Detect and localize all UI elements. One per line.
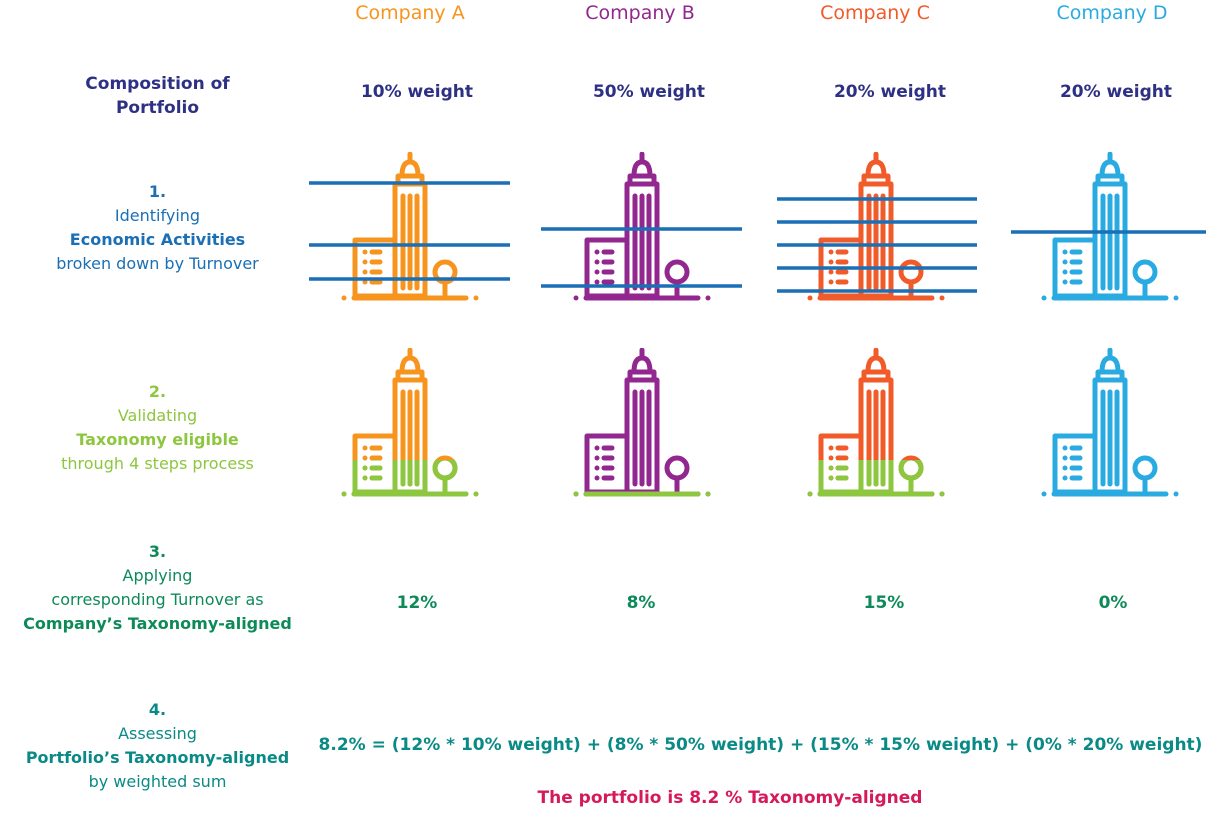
step4-line1: Assessing (118, 724, 197, 743)
step4-label: 4. Assessing Portfolio’s Taxonomy-aligne… (0, 698, 315, 794)
company-c-weight: 20% weight (833, 82, 947, 102)
step3-line1: Applying (122, 566, 193, 585)
composition-line1: Composition of (85, 74, 230, 94)
company-d-aligned: 0% (1098, 593, 1128, 613)
composition-line2: Portfolio (115, 98, 200, 118)
step1-line1: Identifying (114, 206, 201, 225)
company-d-header: Company D (1056, 2, 1168, 24)
step3-line2: corresponding Turnover as (51, 590, 264, 609)
step1-number: 1. (148, 182, 167, 201)
step1-line3: broken down by Turnover (56, 254, 259, 273)
company-d-weight: 20% weight (1059, 82, 1173, 102)
step1-label: 1. Identifying Economic Activities broke… (0, 180, 315, 276)
company-c-header: Company C (820, 2, 930, 24)
step4-number: 4. (148, 700, 167, 719)
step2-line2: Taxonomy eligible (76, 430, 239, 449)
step2-company-d-building-icon (1040, 348, 1180, 500)
company-b-header: Company B (585, 2, 695, 24)
step4-line2: Portfolio’s Taxonomy-aligned (25, 748, 290, 767)
company-c-aligned: 15% (863, 593, 905, 613)
company-a-aligned: 12% (396, 593, 438, 613)
step2-company-c-building-icon (806, 348, 946, 500)
step4-line3: by weighted sum (88, 772, 227, 791)
step3-number: 3. (148, 542, 167, 561)
weighted-sum-formula: 8.2% = (12% * 10% weight) + (8% * 50% we… (318, 735, 1203, 755)
step1-line2: Economic Activities (69, 230, 246, 249)
company-b-weight: 50% weight (592, 82, 706, 102)
step2-number: 2. (148, 382, 167, 401)
step2-line1: Validating (117, 406, 198, 425)
step2-company-a-building-icon (340, 348, 480, 500)
portfolio-conclusion: The portfolio is 8.2 % Taxonomy-aligned (537, 788, 923, 808)
company-a-weight: 10% weight (360, 82, 474, 102)
company-a-header: Company A (355, 2, 465, 24)
company-b-aligned: 8% (626, 593, 656, 613)
step2-company-b-building-icon (572, 348, 712, 500)
step2-company-b-ground-line (573, 491, 711, 497)
step3-label: 3. Applying corresponding Turnover as Co… (0, 540, 315, 636)
step2-line3: through 4 steps process (61, 454, 254, 473)
composition-label: Composition of Portfolio (0, 72, 315, 120)
step3-line3: Company’s Taxonomy-aligned (23, 614, 292, 633)
step2-label: 2. Validating Taxonomy eligible through … (0, 380, 315, 476)
